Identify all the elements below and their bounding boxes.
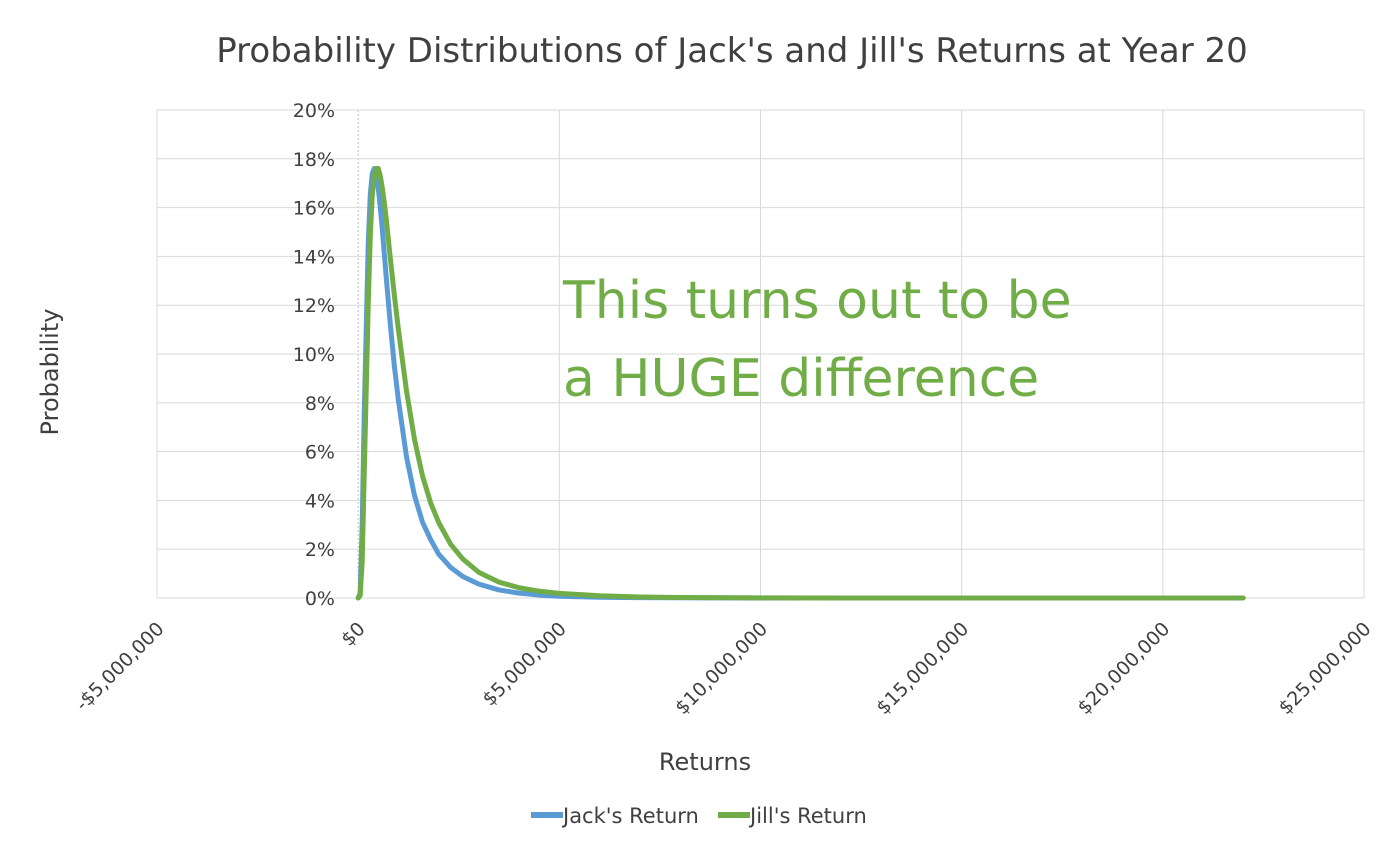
y-tick-label: 16% xyxy=(293,198,335,220)
y-tick-label: 0% xyxy=(305,588,335,610)
chart-title: Probability Distributions of Jack's and … xyxy=(216,31,1248,71)
y-tick-label: 10% xyxy=(293,344,335,366)
series-lines xyxy=(355,166,1246,601)
y-tick-labels: 0% 2% 4% 6% 8% 10% 12% 14% 16% 18% 20% xyxy=(293,100,335,610)
y-tick-label: 6% xyxy=(305,442,335,464)
y-tick-label: 12% xyxy=(293,295,335,317)
y-tick-label: 14% xyxy=(293,246,335,268)
legend-label-jack: Jack's Return xyxy=(561,804,699,828)
annotation: This turns out to be a HUGE difference xyxy=(562,271,1072,409)
y-tick-label: 4% xyxy=(305,490,335,512)
annotation-line-1: This turns out to be xyxy=(562,271,1072,331)
legend: Jack's Return Jill's Return xyxy=(531,804,867,828)
x-axis-label: Returns xyxy=(659,748,751,776)
y-tick-label: 2% xyxy=(305,539,335,561)
annotation-line-2: a HUGE difference xyxy=(563,349,1039,409)
y-tick-label: 20% xyxy=(293,100,335,122)
y-tick-label: 18% xyxy=(293,149,335,171)
legend-label-jill: Jill's Return xyxy=(748,804,867,828)
y-tick-label: 8% xyxy=(305,393,335,415)
series-line-jill xyxy=(355,166,1246,601)
y-axis-label: Probability xyxy=(36,309,64,436)
y-gridlines xyxy=(157,109,1364,599)
